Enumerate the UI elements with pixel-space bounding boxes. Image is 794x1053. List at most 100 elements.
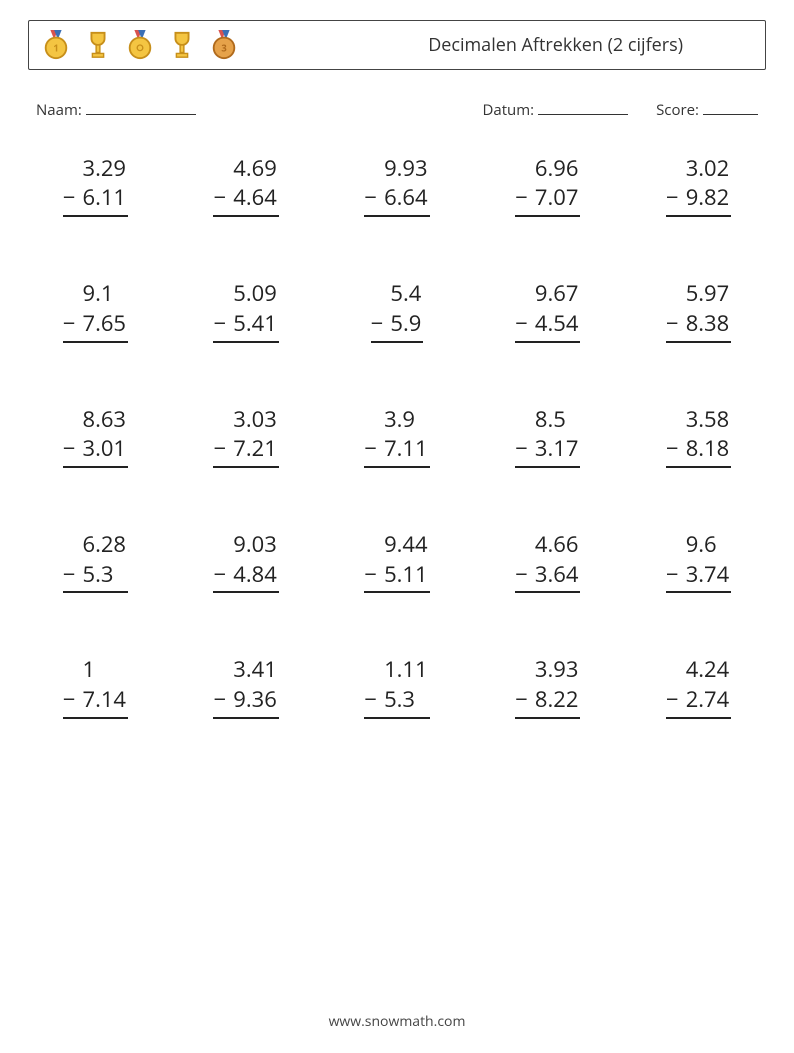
problem-stack: 3.29−6.11 xyxy=(63,154,128,217)
subtrahend-row: −2.74 xyxy=(666,685,731,719)
problem-cell: 9.67−4.54 xyxy=(482,279,613,342)
problem-cell: 5.97−8.38 xyxy=(633,279,764,342)
subtrahend: 5.3 xyxy=(384,685,415,715)
minuend: 4.66 xyxy=(515,530,580,560)
minus-icon: − xyxy=(666,685,686,715)
problem-cell: 9.6−3.74 xyxy=(633,530,764,593)
problem-cell: 3.02−9.82 xyxy=(633,154,764,217)
minuend: 3.29 xyxy=(63,154,128,184)
minuend: 9.93 xyxy=(364,154,429,184)
award-icons-row: 13 xyxy=(41,27,239,63)
subtrahend-row: −5.41 xyxy=(213,309,278,343)
subtrahend-row: −3.64 xyxy=(515,560,580,594)
score-label: Score: xyxy=(656,100,699,120)
medal-ribbon-icon xyxy=(125,27,155,63)
subtrahend-row: −5.3 xyxy=(364,685,429,719)
meta-right: Datum: Score: xyxy=(482,98,758,120)
subtrahend: 7.21 xyxy=(233,434,277,464)
subtrahend-row: −5.11 xyxy=(364,560,429,594)
problem-stack: 3.02−9.82 xyxy=(666,154,731,217)
subtrahend-row: −4.54 xyxy=(515,309,580,343)
minuend: 1 xyxy=(63,655,128,685)
minuend: 1.11 xyxy=(364,655,429,685)
score-blank-line[interactable] xyxy=(703,98,758,115)
minuend: 9.03 xyxy=(213,530,278,560)
svg-text:3: 3 xyxy=(221,42,226,55)
problem-stack: 8.5−3.17 xyxy=(515,405,580,468)
minus-icon: − xyxy=(63,560,83,590)
name-field: Naam: xyxy=(36,98,196,120)
problem-stack: 3.93−8.22 xyxy=(515,655,580,718)
subtrahend-row: −7.11 xyxy=(364,434,429,468)
trophy-icon xyxy=(83,27,113,63)
subtrahend: 2.74 xyxy=(686,685,730,715)
subtrahend-row: −8.18 xyxy=(666,434,731,468)
svg-text:1: 1 xyxy=(53,42,58,55)
minuend: 3.58 xyxy=(666,405,731,435)
problem-stack: 8.63−3.01 xyxy=(63,405,128,468)
footer-url: www.snowmath.com xyxy=(0,1012,794,1031)
minuend: 8.5 xyxy=(515,405,580,435)
subtrahend: 3.17 xyxy=(535,434,579,464)
problem-cell: 1.11−5.3 xyxy=(332,655,463,718)
subtrahend: 8.18 xyxy=(686,434,730,464)
problem-cell: 5.4−5.9 xyxy=(332,279,463,342)
minuend: 9.67 xyxy=(515,279,580,309)
problem-stack: 9.44−5.11 xyxy=(364,530,429,593)
subtrahend: 7.11 xyxy=(384,434,428,464)
subtrahend: 3.74 xyxy=(686,560,730,590)
trophy-2-icon xyxy=(167,27,197,63)
minus-icon: − xyxy=(371,309,391,339)
subtrahend: 6.64 xyxy=(384,183,428,213)
subtrahend-row: −5.9 xyxy=(371,309,424,343)
subtrahend: 5.11 xyxy=(384,560,428,590)
name-blank-line[interactable] xyxy=(86,98,196,115)
date-field: Datum: xyxy=(482,98,628,120)
problem-cell: 6.28−5.3 xyxy=(30,530,161,593)
subtrahend: 3.01 xyxy=(82,434,126,464)
header-box: 13 Decimalen Aftrekken (2 cijfers) xyxy=(28,20,766,70)
problem-stack: 9.03−4.84 xyxy=(213,530,278,593)
name-label: Naam: xyxy=(36,100,82,120)
problem-cell: 3.93−8.22 xyxy=(482,655,613,718)
minuend: 3.03 xyxy=(213,405,278,435)
problem-cell: 3.41−9.36 xyxy=(181,655,312,718)
worksheet-page: 13 Decimalen Aftrekken (2 cijfers) Naam:… xyxy=(0,0,794,1053)
problem-stack: 4.66−3.64 xyxy=(515,530,580,593)
minus-icon: − xyxy=(515,309,535,339)
minus-icon: − xyxy=(666,309,686,339)
problem-cell: 3.58−8.18 xyxy=(633,405,764,468)
problem-cell: 3.29−6.11 xyxy=(30,154,161,217)
worksheet-title: Decimalen Aftrekken (2 cijfers) xyxy=(428,33,753,57)
minuend: 8.63 xyxy=(63,405,128,435)
meta-left: Naam: xyxy=(36,98,196,120)
subtrahend-row: −9.82 xyxy=(666,183,731,217)
minuend: 4.69 xyxy=(213,154,278,184)
problem-cell: 9.1−7.65 xyxy=(30,279,161,342)
minuend: 5.97 xyxy=(666,279,731,309)
subtrahend-row: −8.38 xyxy=(666,309,731,343)
subtrahend: 4.54 xyxy=(535,309,579,339)
subtrahend: 9.36 xyxy=(233,685,277,715)
problem-cell: 4.66−3.64 xyxy=(482,530,613,593)
minus-icon: − xyxy=(63,309,83,339)
minus-icon: − xyxy=(666,434,686,464)
minus-icon: − xyxy=(364,685,384,715)
date-blank-line[interactable] xyxy=(538,98,628,115)
subtrahend: 8.22 xyxy=(535,685,579,715)
problem-cell: 8.5−3.17 xyxy=(482,405,613,468)
subtrahend-row: −8.22 xyxy=(515,685,580,719)
minus-icon: − xyxy=(213,183,233,213)
minus-icon: − xyxy=(213,685,233,715)
subtrahend: 4.84 xyxy=(233,560,277,590)
problem-stack: 1.11−5.3 xyxy=(364,655,429,718)
problem-cell: 9.44−5.11 xyxy=(332,530,463,593)
subtrahend-row: −7.07 xyxy=(515,183,580,217)
subtrahend: 5.41 xyxy=(233,309,277,339)
subtrahend: 4.64 xyxy=(233,183,277,213)
subtrahend: 5.9 xyxy=(390,309,421,339)
problem-cell: 1−7.14 xyxy=(30,655,161,718)
minus-icon: − xyxy=(63,183,83,213)
subtrahend: 5.3 xyxy=(82,560,113,590)
minuend: 3.93 xyxy=(515,655,580,685)
